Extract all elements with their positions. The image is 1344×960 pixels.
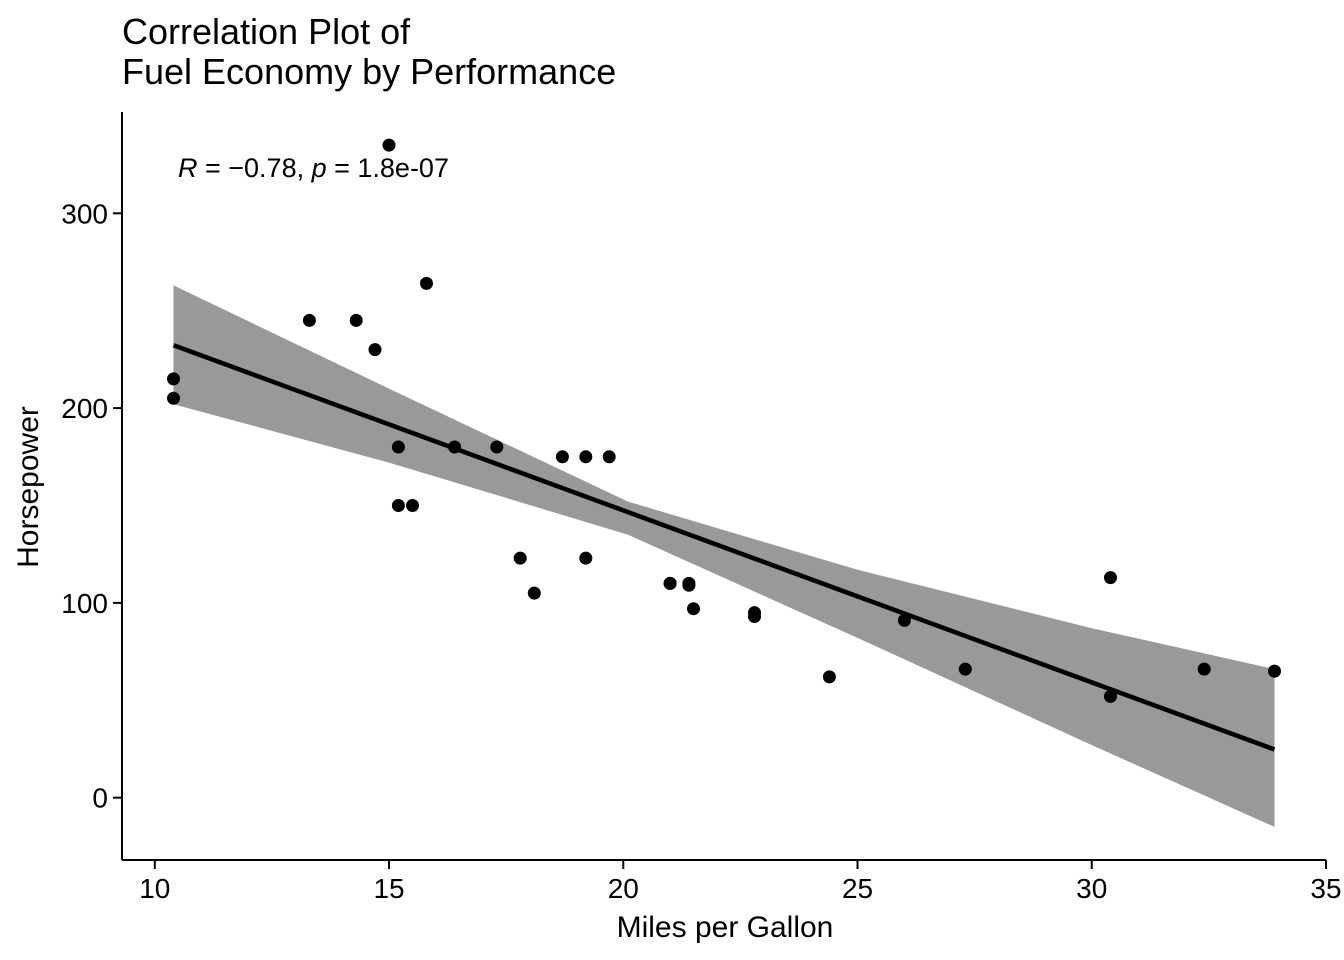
data-point (579, 551, 593, 565)
data-point (958, 662, 972, 676)
data-point (579, 450, 593, 464)
x-axis-label: Miles per Gallon (617, 911, 834, 944)
data-point (1197, 662, 1211, 676)
data-point (391, 499, 405, 512)
data-point (349, 313, 363, 327)
data-points (167, 138, 1281, 703)
data-point (663, 576, 677, 590)
p-symbol: p (311, 153, 327, 183)
data-point (555, 450, 569, 464)
data-point (490, 440, 504, 454)
correlation-annotation: R = −0.78, p = 1.8e-07 (178, 153, 449, 183)
plot-area (167, 138, 1281, 827)
data-point (687, 602, 700, 616)
data-point (167, 372, 180, 386)
x-tick-label: 25 (842, 873, 873, 904)
data-point (382, 138, 396, 152)
data-point (302, 313, 316, 327)
p-value: = 1.8e-07 (327, 153, 449, 183)
chart-title-line-1: Correlation Plot of (122, 11, 411, 52)
data-point (602, 450, 616, 464)
data-point (368, 343, 382, 357)
y-tick-label: 100 (61, 588, 108, 619)
x-tick-label: 30 (1076, 873, 1107, 904)
data-point (1104, 571, 1117, 585)
data-point (1268, 664, 1281, 678)
data-point (513, 551, 527, 565)
data-point (391, 440, 405, 454)
y-tick-label: 300 (61, 198, 108, 229)
x-axis-ticks: 10 15 20 25 30 35 (139, 860, 1342, 904)
data-point (420, 276, 433, 290)
r-value: = −0.78, (198, 153, 312, 183)
data-point (748, 606, 761, 620)
data-point (822, 670, 836, 684)
data-point (167, 391, 180, 405)
x-tick-label: 15 (373, 873, 404, 904)
data-point (406, 499, 419, 512)
y-tick-label: 200 (61, 393, 108, 424)
r-symbol: R (178, 153, 198, 183)
x-tick-label: 10 (139, 873, 170, 904)
x-tick-label: 20 (608, 873, 639, 904)
regression-line (172, 343, 1276, 752)
data-point (682, 578, 696, 592)
data-point (527, 586, 541, 600)
chart-title-line-2: Fuel Economy by Performance (122, 51, 616, 92)
data-point (1104, 689, 1117, 703)
y-tick-label: 0 (92, 783, 108, 814)
y-axis-ticks: 0 100 200 300 (61, 198, 122, 814)
y-axis-label: Horsepower (12, 406, 45, 568)
confidence-band (173, 285, 1275, 827)
x-tick-label: 35 (1310, 873, 1341, 904)
